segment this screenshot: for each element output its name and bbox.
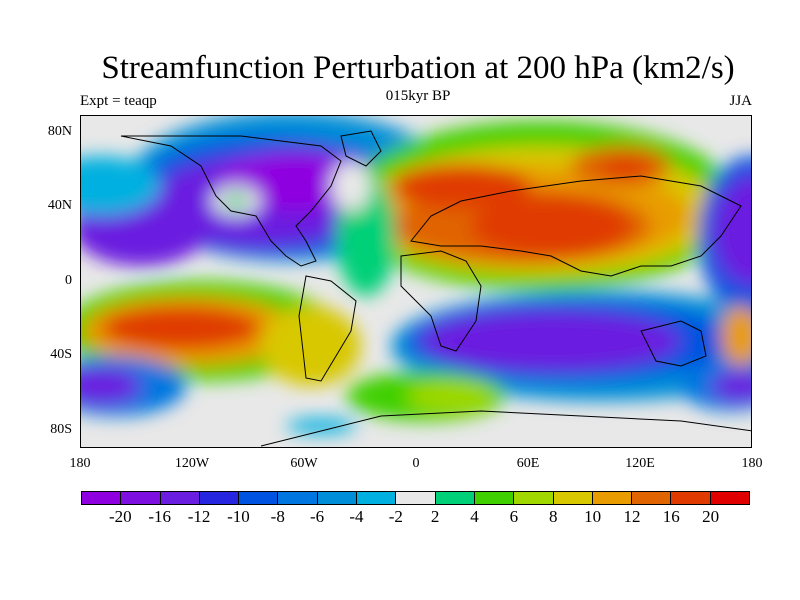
- australia-outline: [640, 320, 707, 367]
- colorbar-cell: [396, 492, 436, 504]
- lon-label-60e: 60E: [516, 456, 540, 471]
- colorbar-label: -12: [187, 507, 211, 526]
- lat-label-80n: 80N: [47, 124, 72, 139]
- lat-label-40s: 40S: [50, 347, 72, 362]
- colorbar-cell: [592, 492, 633, 504]
- colorbar-label: -6: [310, 507, 325, 526]
- colorbar-cell: [160, 492, 200, 504]
- antarctica-outline: [260, 410, 751, 447]
- colorbar-label: -16: [148, 507, 172, 526]
- colorbar-label: 4: [470, 507, 479, 526]
- lon-label-60w: 60W: [290, 456, 318, 471]
- colorbar-cell: [632, 492, 672, 504]
- lon-label-180w: 180: [69, 456, 91, 471]
- africa-outline: [400, 250, 482, 352]
- colorbar-label: -4: [349, 507, 364, 526]
- colorbar-label: 10: [584, 507, 602, 526]
- lon-label-0: 0: [412, 456, 420, 471]
- colorbar-label: -8: [270, 507, 285, 526]
- colorbar-cell: [710, 492, 750, 504]
- colorbar-label: 16: [662, 507, 680, 526]
- colorbar-cell: [239, 492, 279, 504]
- colorbar-label: -10: [227, 507, 250, 526]
- colorbar-cell: [474, 492, 515, 504]
- coastlines: [120, 130, 751, 447]
- colorbar-cell: [671, 492, 711, 504]
- colorbar-cell: [553, 492, 593, 504]
- colorbar-label: 12: [623, 507, 641, 526]
- colorbar-cell: [278, 492, 318, 504]
- colorbar-cell: [82, 492, 122, 504]
- lat-label-40n: 40N: [47, 198, 72, 213]
- lon-label-120e: 120E: [625, 456, 655, 471]
- streamfunction-map: [81, 116, 751, 447]
- north-america-outline: [120, 135, 342, 267]
- lon-label-120w: 120W: [174, 456, 210, 471]
- lon-label-180e: 180: [741, 456, 763, 471]
- contour-fill: [81, 116, 751, 434]
- lat-label-80s: 80S: [50, 422, 72, 437]
- colorbar-label: -2: [388, 507, 403, 526]
- experiment-label: Expt = teaqp: [80, 93, 157, 109]
- greenland-outline: [340, 130, 382, 167]
- chart-subtitle: 015kyr BP: [385, 88, 451, 104]
- colorbar-label: -20: [109, 507, 132, 526]
- colorbar: [81, 491, 750, 505]
- lat-label-equator: 0: [65, 273, 72, 288]
- colorbar-cell: [514, 492, 554, 504]
- eurasia-outline: [410, 175, 742, 277]
- colorbar-label: 8: [548, 507, 558, 526]
- colorbar-cell: [121, 492, 161, 504]
- colorbar-cell: [317, 492, 358, 504]
- colorbar-label: 20: [702, 507, 720, 526]
- colorbar-cell: [199, 492, 240, 504]
- colorbar-cell: [435, 492, 475, 504]
- colorbar-label: 6: [509, 507, 519, 526]
- map-panel: [80, 115, 752, 448]
- chart-title: Streamfunction Perturbation at 200 hPa (…: [101, 50, 735, 86]
- south-america-outline: [298, 275, 357, 382]
- season-label: JJA: [729, 93, 752, 109]
- colorbar-cell: [357, 492, 397, 504]
- colorbar-label: 2: [430, 507, 440, 526]
